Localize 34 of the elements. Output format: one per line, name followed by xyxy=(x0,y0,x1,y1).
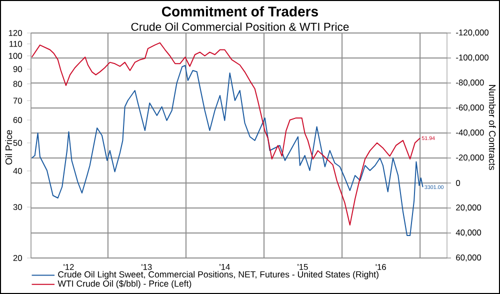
y2-tick-label: 40,000 xyxy=(456,230,482,236)
y-tick-label: 90 xyxy=(13,66,22,72)
y-tick-label: 40 xyxy=(13,168,22,174)
line-series xyxy=(31,42,421,226)
y2-tick-label: -20,000 xyxy=(456,154,484,162)
y2-tick-label: 20,000 xyxy=(456,204,482,212)
y-axis-title: Oil Price xyxy=(5,130,12,165)
chart-title: Commitment of Traders xyxy=(162,6,318,16)
y2-axis-title: Number of Contracts xyxy=(488,85,496,170)
y-tick-label: 50 xyxy=(13,140,22,146)
y2-tick-label: 0 xyxy=(456,180,460,186)
y2-tick-label: 60,000 xyxy=(456,254,482,262)
legend-label: Crude Oil Light Sweet, Commercial Positions, NET, Futures - United States (Right) xyxy=(58,271,378,280)
y-tick-label: 20 xyxy=(13,255,22,261)
y-tick-label: 30 xyxy=(13,204,22,210)
y2-tick-label: -80,000 xyxy=(456,80,484,86)
y2-tick-label: -40,000 xyxy=(456,130,484,136)
y-tick-label: 120 xyxy=(8,30,22,36)
y2-tick-label: -60,000 xyxy=(456,104,484,112)
x-tick-label: '12 xyxy=(64,264,74,270)
legend-label: WTI Crude Oil ($/bbl) - Price (Left) xyxy=(58,280,192,288)
x-tick-label: '15 xyxy=(298,264,308,270)
line-series xyxy=(31,65,424,236)
y-tick-label: 80 xyxy=(13,80,22,87)
x-tick-label: '14 xyxy=(220,264,230,270)
y-tick-label: 110 xyxy=(10,40,22,47)
chart-subtitle: Crude Oil Commercial Position & WTI Price xyxy=(131,22,349,31)
y-tick-label: 60 xyxy=(13,117,22,123)
y2-tick-label: -100,000 xyxy=(456,54,489,62)
y-tick-label: 70 xyxy=(13,98,22,104)
x-tick-label: '16 xyxy=(376,264,386,270)
y2-tick-label: -120,000 xyxy=(456,30,489,36)
x-tick-label: '13 xyxy=(142,264,152,270)
y-tick-label: 100 xyxy=(8,52,22,59)
